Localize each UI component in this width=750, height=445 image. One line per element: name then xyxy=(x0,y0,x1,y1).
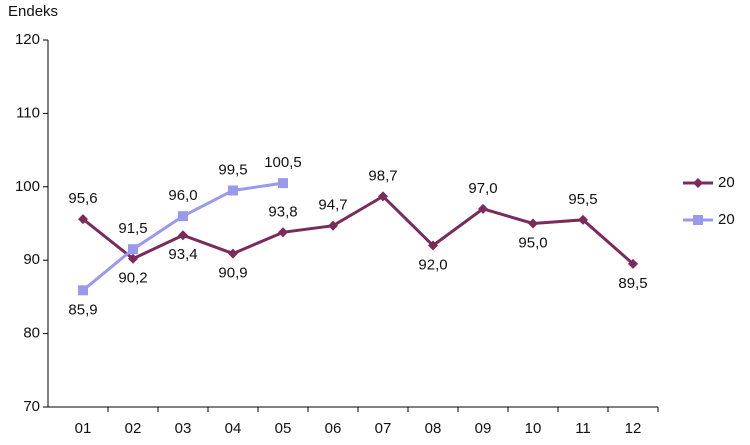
y-tick-label: 70 xyxy=(23,398,40,415)
data-label: 95,5 xyxy=(568,191,597,208)
x-tick-label: 04 xyxy=(225,420,242,437)
legend-label: 20 xyxy=(718,211,735,228)
data-label: 96,0 xyxy=(168,187,197,204)
marker xyxy=(78,285,88,296)
marker xyxy=(578,214,588,225)
y-axis-label: Endeks xyxy=(8,3,58,20)
marker xyxy=(278,227,288,238)
marker xyxy=(693,215,703,225)
marker xyxy=(693,178,703,188)
marker xyxy=(278,178,288,189)
data-label: 98,7 xyxy=(368,167,397,184)
marker xyxy=(128,244,138,255)
data-label: 91,5 xyxy=(118,220,147,237)
marker xyxy=(228,185,238,196)
marker xyxy=(628,258,638,269)
data-label: 92,0 xyxy=(418,256,447,273)
x-tick-label: 10 xyxy=(525,420,542,437)
data-label: 94,7 xyxy=(318,197,347,214)
y-tick-label: 120 xyxy=(15,31,40,48)
legend-label: 20 xyxy=(718,174,735,191)
marker xyxy=(228,248,238,259)
marker xyxy=(428,240,438,251)
x-tick-label: 09 xyxy=(475,420,492,437)
y-tick-label: 90 xyxy=(23,251,40,268)
x-tick-label: 07 xyxy=(375,420,392,437)
x-tick-label: 11 xyxy=(575,420,591,437)
marker xyxy=(328,220,338,231)
x-tick-label: 06 xyxy=(325,420,342,437)
x-tick-label: 03 xyxy=(175,420,192,437)
data-label: 85,9 xyxy=(68,301,97,318)
data-label: 100,5 xyxy=(264,154,302,171)
x-tick-label: 08 xyxy=(425,420,442,437)
data-label: 89,5 xyxy=(618,275,647,292)
marker xyxy=(128,253,138,264)
y-tick-label: 110 xyxy=(16,104,40,121)
y-tick-label: 80 xyxy=(23,325,40,342)
series-line xyxy=(82,194,634,265)
marker xyxy=(528,218,538,229)
x-tick-label: 02 xyxy=(125,420,142,437)
x-tick-label: 05 xyxy=(275,420,292,437)
marker xyxy=(78,214,88,225)
marker xyxy=(178,230,188,241)
data-label: 93,4 xyxy=(168,246,197,263)
x-tick-label: 12 xyxy=(625,420,642,437)
y-tick-label: 100 xyxy=(15,178,40,195)
marker xyxy=(378,191,388,202)
data-label: 90,2 xyxy=(118,270,147,287)
data-label: 95,6 xyxy=(68,190,97,207)
x-tick-label: 01 xyxy=(75,420,92,437)
data-label: 99,5 xyxy=(218,161,247,178)
data-label: 97,0 xyxy=(468,180,497,197)
marker xyxy=(478,203,488,214)
marker xyxy=(178,211,188,222)
data-label: 95,0 xyxy=(518,234,547,251)
data-label: 90,9 xyxy=(218,265,247,282)
data-label: 93,8 xyxy=(268,203,297,220)
